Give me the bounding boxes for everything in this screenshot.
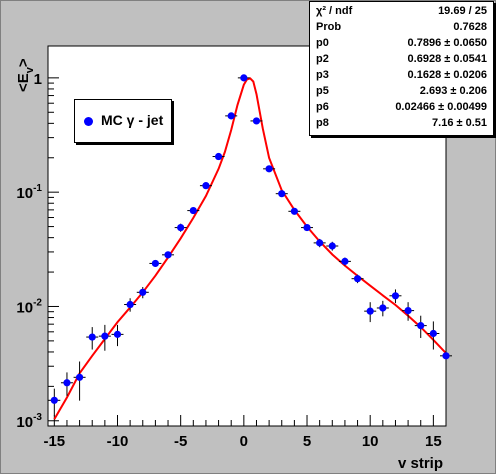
- data-point: [265, 165, 273, 173]
- legend: MC γ - jet: [74, 99, 172, 143]
- data-point: [278, 190, 286, 198]
- data-point: [442, 352, 450, 360]
- y-tick-exponent: -3: [33, 412, 42, 423]
- data-point: [63, 379, 71, 387]
- data-point: [214, 152, 223, 161]
- stat-name: p0: [316, 37, 329, 49]
- x-tick-label: -10: [107, 433, 129, 450]
- y-tick-exponent: -1: [33, 183, 42, 194]
- stat-row-p5: p5 2.693 ± 0.206: [310, 83, 493, 99]
- y-tick-label: 10-3: [16, 412, 42, 431]
- data-point: [50, 396, 58, 404]
- stat-value: 0.02466 ± 0.00499: [395, 101, 487, 113]
- y-tick-base: 10: [16, 185, 33, 202]
- stat-row-prob: Prob 0.7628: [310, 19, 493, 35]
- data-point: [227, 112, 235, 120]
- data-point: [341, 257, 349, 265]
- y-axis-title-close: >: [15, 58, 32, 67]
- x-tick-label: 15: [425, 433, 442, 450]
- x-tick-label: -5: [174, 433, 187, 450]
- data-point: [316, 239, 324, 247]
- y-axis-title: <Ev>: [15, 58, 36, 92]
- data-point: [189, 206, 197, 215]
- data-point: [101, 332, 109, 340]
- data-point: [75, 373, 84, 381]
- data-point: [290, 207, 298, 215]
- stat-value: 0.1628 ± 0.0206: [407, 69, 487, 81]
- x-tick-label: 10: [362, 433, 379, 450]
- stat-value: 7.16 ± 0.51: [432, 117, 487, 129]
- data-point: [404, 307, 412, 315]
- y-tick-label: 1: [34, 71, 42, 88]
- data-point: [240, 74, 248, 82]
- x-axis-title: v strip: [398, 455, 443, 472]
- stat-name: p5: [316, 85, 329, 97]
- stat-name: χ² / ndf: [316, 5, 353, 17]
- data-point: [126, 300, 134, 309]
- stat-row-p3: p3 0.1628 ± 0.0206: [310, 67, 493, 83]
- stat-name: Prob: [316, 21, 342, 33]
- y-tick-label: 10-1: [16, 183, 42, 202]
- data-point: [429, 329, 437, 338]
- x-tick-label: 0: [240, 433, 248, 450]
- data-point: [366, 307, 374, 315]
- data-point: [379, 304, 387, 312]
- stat-row-chi2: χ² / ndf 19.69 / 25: [310, 3, 493, 19]
- data-point: [328, 242, 336, 250]
- data-point: [113, 330, 122, 338]
- data-point: [417, 322, 425, 330]
- stat-name: p8: [316, 117, 329, 129]
- legend-label: MC γ - jet: [101, 112, 164, 128]
- stat-row-p0: p0 0.7896 ± 0.0650: [310, 35, 493, 51]
- data-point: [303, 223, 311, 232]
- data-point: [88, 333, 96, 341]
- stat-name: p2: [316, 53, 329, 65]
- x-tick-label: 5: [303, 433, 311, 450]
- stat-value: 0.6928 ± 0.0541: [407, 53, 487, 65]
- data-point: [391, 292, 400, 300]
- stat-value: 0.7628: [453, 21, 487, 33]
- axis-ticks: [48, 77, 447, 427]
- stat-value: 0.7896 ± 0.0650: [407, 37, 487, 49]
- stat-name: p6: [316, 101, 329, 113]
- x-tick-label: -15: [43, 433, 65, 450]
- stat-value: 19.69 / 25: [438, 5, 487, 17]
- data-points-layer: [48, 74, 452, 416]
- stat-value: 2.693 ± 0.206: [419, 85, 487, 97]
- data-point: [353, 275, 362, 283]
- data-point: [177, 223, 185, 232]
- data-point: [202, 182, 210, 190]
- fit-statistics-box: χ² / ndf 19.69 / 25 Prob 0.7628 p0 0.789…: [309, 1, 494, 136]
- y-axis-title-main: <E: [15, 73, 32, 92]
- data-point: [139, 288, 147, 296]
- data-point: [252, 117, 261, 125]
- stat-name: p3: [316, 69, 329, 81]
- y-tick-label: 10-2: [16, 297, 42, 316]
- legend-marker: [84, 117, 93, 126]
- stat-row-p8: p8 7.16 ± 0.51: [310, 115, 493, 131]
- y-tick-base: 1: [34, 71, 42, 88]
- data-point: [164, 251, 172, 259]
- stat-row-p6: p6 0.02466 ± 0.00499: [310, 99, 493, 115]
- y-tick-base: 10: [16, 414, 33, 431]
- y-axis-title-sub: v: [24, 66, 36, 73]
- data-point: [151, 259, 159, 268]
- y-tick-exponent: -2: [33, 297, 42, 308]
- y-tick-base: 10: [16, 299, 33, 316]
- stat-row-p2: p2 0.6928 ± 0.0541: [310, 51, 493, 67]
